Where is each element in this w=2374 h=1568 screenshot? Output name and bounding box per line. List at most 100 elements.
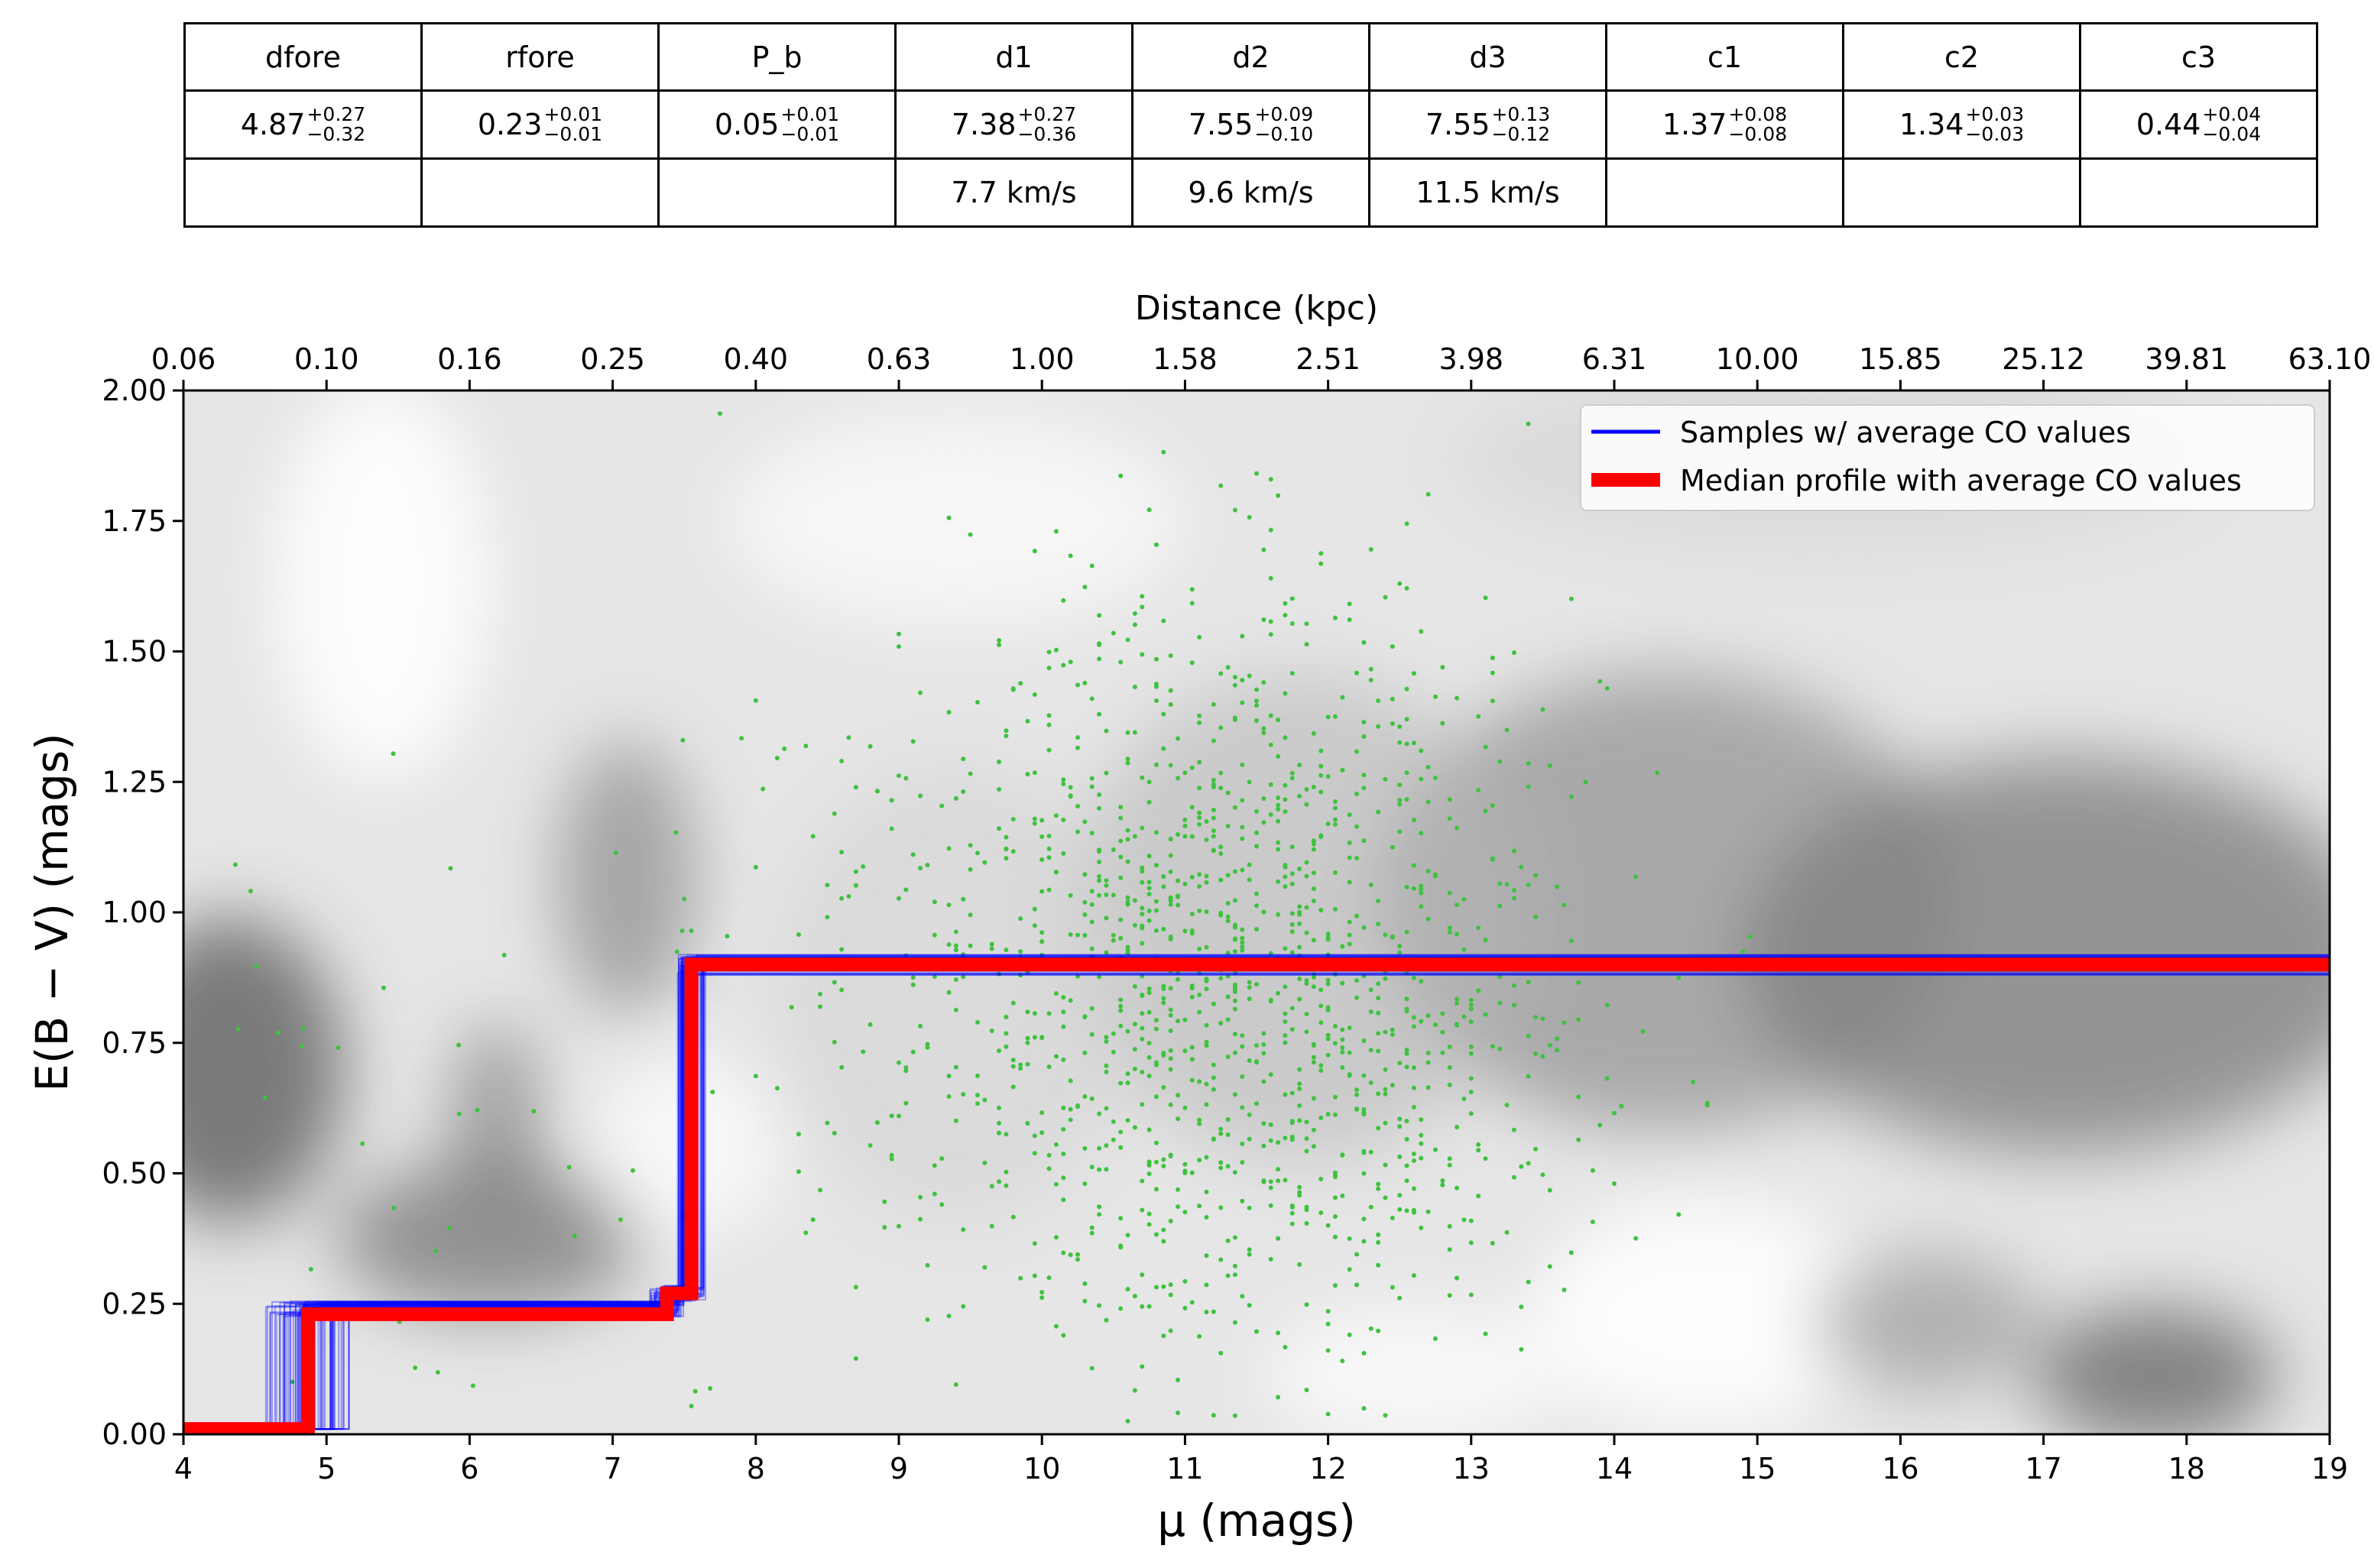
scatter-point [1004, 847, 1009, 852]
scatter-point [1390, 962, 1395, 967]
scatter-point [1289, 596, 1295, 601]
scatter-point [1332, 1213, 1338, 1219]
table-value-cell: 1.34 +0.03 −0.03 [1842, 89, 2081, 160]
scatter-point [618, 1217, 623, 1223]
scatter-point [1046, 666, 1052, 671]
scatter-point [1347, 932, 1352, 938]
scatter-point [1176, 1019, 1181, 1024]
scatter-point [1132, 684, 1137, 689]
scatter-point [1168, 653, 1173, 658]
scatter-point [1118, 854, 1124, 860]
scatter-point [1404, 1051, 1409, 1056]
scatter-point [1325, 1321, 1331, 1327]
scatter-point [1397, 740, 1403, 745]
scatter-point [1032, 1151, 1037, 1156]
y-tick-label: 1.00 [102, 896, 167, 929]
scatter-point [1075, 1257, 1080, 1262]
scatter-point [1061, 663, 1066, 668]
scatter-point [1468, 1090, 1474, 1095]
scatter-point [761, 786, 766, 792]
scatter-point [1289, 922, 1295, 928]
scatter-point [1276, 493, 1281, 498]
scatter-point [932, 899, 937, 905]
scatter-point [1340, 1065, 1345, 1071]
scatter-point [1061, 817, 1066, 822]
scatter-point [1533, 1015, 1539, 1020]
scatter-point [853, 869, 858, 874]
scatter-point [1111, 1031, 1116, 1036]
scatter-point [1283, 884, 1288, 889]
scatter-point [1010, 687, 1016, 692]
scatter-point [1132, 1294, 1137, 1299]
scatter-point [1125, 1029, 1130, 1034]
scatter-point [1082, 1014, 1088, 1019]
table-error: +0.27 −0.36 [1017, 103, 1077, 145]
scatter-point [1204, 1253, 1209, 1259]
scatter-point [1118, 838, 1124, 844]
scatter-point [1046, 1152, 1052, 1158]
scatter-point [1361, 1406, 1367, 1411]
y-axis-label: E(B − V) (mags) [26, 733, 78, 1092]
scatter-point [1361, 1150, 1367, 1155]
scatter-point [846, 735, 851, 740]
scatter-point [254, 964, 259, 969]
scatter-point [1419, 890, 1424, 896]
scatter-point [1082, 899, 1088, 905]
scatter-point [1197, 720, 1202, 725]
scatter-point [825, 1120, 830, 1126]
scatter-point [1404, 797, 1409, 802]
scatter-point [1168, 898, 1173, 903]
scatter-point [673, 830, 679, 835]
scatter-point [1297, 921, 1302, 926]
scatter-point [1411, 1186, 1416, 1191]
scatter-point [1146, 1127, 1152, 1132]
scatter-point [1704, 1100, 1710, 1106]
scatter-point [1211, 1136, 1216, 1142]
scatter-point [1397, 1207, 1403, 1212]
scatter-point [1476, 988, 1481, 993]
scatter-point [1289, 929, 1295, 935]
scatter-point [1361, 734, 1367, 739]
scatter-point [1254, 703, 1259, 708]
scatter-point [961, 756, 966, 762]
scatter-point [1347, 1025, 1352, 1030]
scatter-point [1547, 1264, 1552, 1269]
scatter-point [1455, 1275, 1460, 1281]
scatter-point [1483, 1331, 1488, 1336]
scatter-point [1089, 696, 1095, 701]
sample-profile-line [183, 954, 2330, 1430]
scatter-point [1089, 776, 1095, 781]
scatter-point [1325, 1052, 1331, 1058]
sample-profile-line [183, 967, 2330, 1430]
table-error: +0.13 −0.12 [1491, 103, 1551, 145]
scatter-point [1247, 1303, 1252, 1308]
scatter-point [1276, 879, 1281, 884]
scatter-point [1455, 1022, 1460, 1027]
scatter-point [1218, 910, 1224, 915]
scatter-point [1404, 1064, 1409, 1070]
scatter-point [1140, 1272, 1145, 1278]
table-value: 0.44 [2136, 108, 2201, 141]
scatter-point [1318, 833, 1324, 838]
scatter-point [1240, 940, 1245, 945]
scatter-point [1240, 944, 1245, 949]
legend: Samples w/ average CO values Median prof… [1580, 404, 2315, 511]
scatter-point [1153, 1094, 1159, 1100]
scatter-point [1161, 618, 1166, 624]
scatter-point [1361, 1350, 1367, 1356]
scatter-point [1468, 1006, 1474, 1012]
scatter-point [1053, 991, 1059, 996]
scatter-point [1455, 1124, 1460, 1129]
scatter-point [1004, 728, 1009, 734]
scatter-point [1140, 925, 1145, 931]
sample-profile-line [183, 954, 2330, 1430]
scatter-point [1204, 957, 1209, 962]
scatter-point [1161, 711, 1166, 717]
scatter-point [1411, 1158, 1416, 1163]
scatter-point [1640, 1029, 1646, 1034]
scatter-point [1140, 869, 1145, 874]
scatter-point [1182, 1278, 1188, 1284]
sample-profile-line [183, 965, 2330, 1430]
scatter-point [1232, 982, 1237, 987]
scatter-point [1247, 779, 1252, 785]
